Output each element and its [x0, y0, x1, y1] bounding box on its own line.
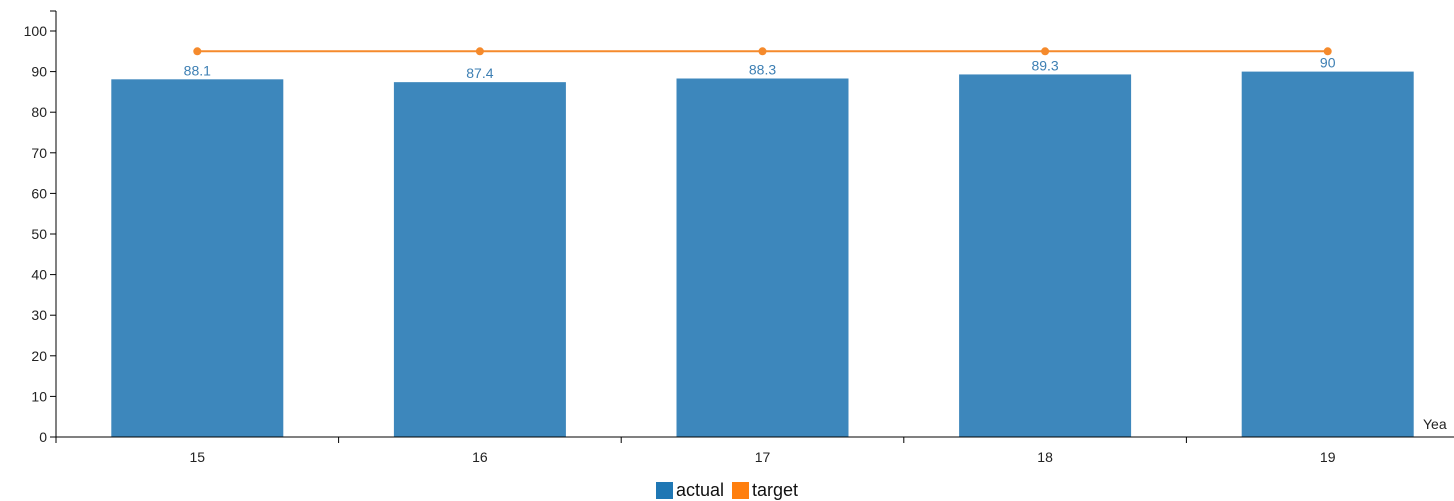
- bar-19[interactable]: [1241, 71, 1414, 437]
- y-axis: 0 10 20 30 40 50 60 70 80 90 100: [24, 10, 57, 445]
- target-point-16: [475, 47, 484, 56]
- y-tick-label-0: 0: [39, 429, 47, 445]
- y-tick-label-90: 90: [31, 64, 47, 80]
- legend-label-actual: actual: [675, 480, 724, 500]
- y-tick-label-40: 40: [31, 267, 47, 283]
- bar-18[interactable]: [959, 74, 1132, 437]
- data-label-15: 88.1: [184, 62, 211, 78]
- y-tick-label-20: 20: [31, 348, 47, 364]
- bar-16[interactable]: [393, 82, 566, 437]
- target-point-18: [1041, 47, 1050, 56]
- y-tick-label-30: 30: [31, 307, 47, 323]
- legend-label-target: target: [752, 480, 799, 500]
- data-label-16: 87.4: [466, 65, 493, 81]
- y-tick-label-60: 60: [31, 185, 47, 201]
- x-axis-title: Yea: [1423, 416, 1447, 432]
- y-tick-label-80: 80: [31, 104, 47, 120]
- legend-swatch-actual: [655, 482, 673, 499]
- legend-swatch-target: [732, 482, 749, 499]
- legend-item-actual[interactable]: actual: [655, 480, 724, 501]
- x-tick-label-19: 19: [1320, 449, 1336, 465]
- target-line-group: [193, 47, 1332, 56]
- target-point-15: [193, 47, 202, 56]
- x-tick-label-15: 15: [190, 449, 206, 465]
- data-label-18: 89.3: [1031, 57, 1058, 73]
- y-tick-label-50: 50: [31, 226, 47, 242]
- data-label-19: 90: [1320, 55, 1336, 71]
- bar-17[interactable]: [676, 78, 849, 437]
- bars-group: [111, 71, 1414, 438]
- y-tick-label-10: 10: [31, 388, 47, 404]
- x-tick-label-17: 17: [755, 449, 771, 465]
- x-tick-label-16: 16: [472, 449, 488, 465]
- x-tick-label-18: 18: [1037, 449, 1053, 465]
- data-label-17: 88.3: [749, 62, 776, 78]
- target-point-19: [1323, 47, 1332, 56]
- bar-labels-group: 88.1 87.4 88.3 89.3 90: [184, 55, 1336, 82]
- legend: actual target: [0, 480, 1454, 501]
- legend-item-target[interactable]: target: [732, 480, 798, 501]
- y-tick-label-70: 70: [31, 145, 47, 161]
- x-axis: 15 16 17 18 19: [55, 436, 1454, 465]
- bar-15[interactable]: [111, 79, 284, 438]
- target-point-17: [758, 47, 767, 56]
- y-tick-label-100: 100: [24, 23, 48, 39]
